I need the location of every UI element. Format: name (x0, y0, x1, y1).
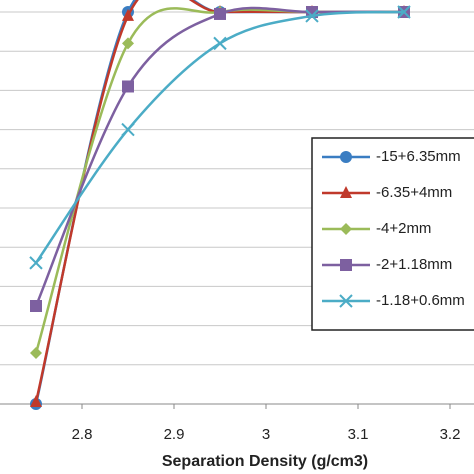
marker (30, 395, 42, 408)
marker (29, 256, 43, 270)
curves (29, 0, 411, 410)
legend-label: -15+6.35mm (376, 148, 461, 165)
marker (30, 300, 42, 312)
marker (121, 122, 135, 137)
marker (339, 294, 353, 308)
x-tick-label: 3.2 (440, 426, 461, 443)
series-line (34, 10, 405, 264)
legend: -15+6.35mm -6.35+4mm -4+2mm -2+1.18mm -1.18+… (311, 137, 474, 331)
marker (213, 36, 227, 51)
legend-box (311, 137, 474, 331)
legend-label: -2+1.18mm (376, 256, 452, 273)
legend-label: -1.18+0.6mm (376, 292, 465, 309)
x-tick-label: 2.8 (72, 426, 93, 443)
x-tick-label: 3.1 (348, 426, 369, 443)
marker (122, 8, 134, 21)
marker (340, 151, 352, 163)
marker (122, 37, 134, 50)
marker (340, 259, 352, 271)
marker (340, 186, 352, 198)
marker (30, 347, 42, 360)
series-line (34, 6, 405, 307)
x-tick-label: 3 (262, 426, 270, 443)
marker (122, 80, 134, 93)
x-tick-label: 2.9 (164, 426, 185, 443)
x-axis-title: Separation Density (g/cm3) (162, 453, 368, 470)
marker (305, 9, 319, 23)
marker (397, 5, 411, 19)
marker (214, 7, 226, 20)
legend-label: -6.35+4mm (376, 184, 452, 201)
marker (340, 223, 352, 235)
legend-label: -4+2mm (376, 220, 431, 237)
